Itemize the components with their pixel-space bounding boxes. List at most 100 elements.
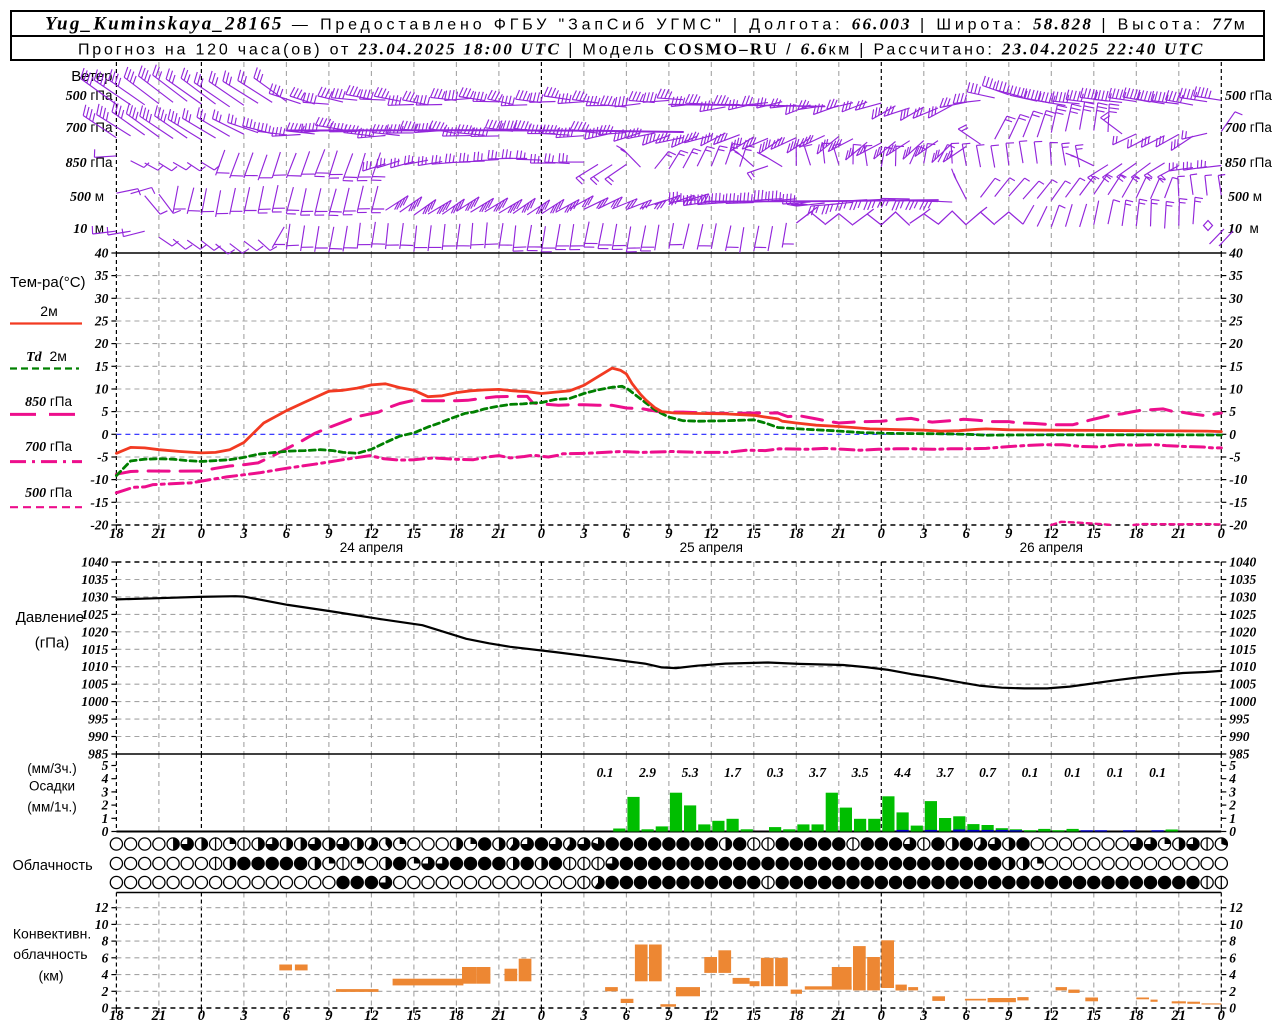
svg-text:9: 9	[1005, 1008, 1012, 1024]
svg-text:4: 4	[1228, 771, 1236, 786]
svg-text:25: 25	[1228, 314, 1243, 329]
svg-text:990: 990	[1229, 729, 1250, 744]
svg-text:3: 3	[579, 1008, 587, 1024]
svg-text:18: 18	[1129, 526, 1144, 542]
svg-text:18: 18	[109, 1008, 124, 1024]
svg-text:990: 990	[88, 729, 109, 744]
svg-text:Td 2м: Td 2м	[26, 348, 67, 365]
svg-text:10: 10	[95, 382, 109, 397]
svg-text:2.9: 2.9	[638, 765, 656, 780]
svg-text:1: 1	[1229, 811, 1236, 826]
svg-text:21: 21	[831, 526, 847, 542]
svg-text:5.3: 5.3	[682, 765, 699, 780]
svg-text:2: 2	[101, 798, 109, 813]
svg-text:1010: 1010	[1229, 659, 1256, 674]
svg-text:0: 0	[878, 526, 885, 542]
svg-text:1030: 1030	[81, 589, 108, 604]
svg-text:3: 3	[919, 526, 927, 542]
svg-text:5: 5	[102, 758, 109, 773]
svg-text:Yug_Kuminskaya_28165 — Предост: Yug_Kuminskaya_28165 — Предоставлено ФГБ…	[45, 14, 1249, 35]
svg-text:0.3: 0.3	[767, 765, 784, 780]
svg-text:Конвективн.: Конвективн.	[13, 926, 91, 942]
svg-text:9: 9	[325, 526, 332, 542]
svg-text:0: 0	[1229, 824, 1236, 839]
svg-text:20: 20	[1228, 336, 1243, 351]
svg-text:15: 15	[1087, 1008, 1102, 1024]
svg-text:500 м: 500 м	[1228, 189, 1262, 205]
svg-text:1020: 1020	[1229, 624, 1256, 639]
svg-text:2: 2	[1228, 984, 1236, 999]
svg-text:6: 6	[963, 526, 971, 542]
svg-text:-20: -20	[90, 518, 108, 533]
svg-text:Ветер: Ветер	[71, 68, 112, 85]
svg-text:10 м: 10 м	[1228, 221, 1259, 237]
svg-text:1035: 1035	[81, 572, 108, 587]
svg-text:18: 18	[789, 1008, 804, 1024]
svg-text:-5: -5	[97, 450, 108, 465]
svg-text:0: 0	[198, 526, 205, 542]
svg-text:1.7: 1.7	[724, 765, 742, 780]
svg-text:15: 15	[747, 1008, 762, 1024]
svg-text:500 гПа: 500 гПа	[1225, 88, 1272, 104]
svg-text:0: 0	[538, 1008, 545, 1024]
svg-text:-20: -20	[1229, 518, 1247, 533]
svg-text:15: 15	[1087, 526, 1102, 542]
svg-text:3: 3	[1228, 784, 1236, 799]
svg-text:985: 985	[1229, 747, 1250, 762]
svg-text:3: 3	[579, 526, 587, 542]
svg-text:3.7: 3.7	[808, 765, 827, 780]
svg-text:1025: 1025	[1229, 607, 1256, 622]
svg-text:-10: -10	[1229, 472, 1247, 487]
svg-text:1015: 1015	[81, 642, 108, 657]
svg-text:(гПа): (гПа)	[35, 635, 70, 652]
svg-text:15: 15	[95, 359, 109, 374]
svg-text:(мм/1ч.): (мм/1ч.)	[27, 799, 77, 814]
svg-text:4: 4	[1228, 967, 1236, 982]
svg-text:0: 0	[1218, 1008, 1225, 1024]
svg-text:Тем-ра(°C): Тем-ра(°C)	[10, 274, 85, 291]
svg-text:-15: -15	[1229, 495, 1247, 510]
svg-text:12: 12	[1044, 1008, 1059, 1024]
svg-text:6: 6	[963, 1008, 971, 1024]
svg-text:6: 6	[102, 950, 109, 965]
svg-text:1000: 1000	[1229, 694, 1256, 709]
svg-text:0: 0	[102, 427, 109, 442]
svg-text:25: 25	[94, 314, 109, 329]
svg-text:3.5: 3.5	[851, 765, 869, 780]
svg-text:1040: 1040	[1229, 555, 1256, 570]
svg-text:21: 21	[831, 1008, 847, 1024]
svg-text:40: 40	[1228, 246, 1243, 261]
svg-text:6: 6	[623, 526, 631, 542]
svg-text:1035: 1035	[1229, 572, 1256, 587]
svg-text:3: 3	[919, 1008, 927, 1024]
svg-text:9: 9	[1005, 526, 1012, 542]
svg-text:(км): (км)	[38, 968, 63, 984]
svg-text:0.7: 0.7	[979, 765, 997, 780]
svg-text:0: 0	[878, 1008, 885, 1024]
svg-text:21: 21	[1171, 1008, 1187, 1024]
svg-text:1025: 1025	[81, 607, 108, 622]
svg-text:12: 12	[1229, 900, 1243, 915]
svg-text:985: 985	[88, 747, 109, 762]
svg-text:12: 12	[95, 900, 109, 915]
svg-text:6: 6	[283, 1008, 291, 1024]
svg-text:1030: 1030	[1229, 589, 1256, 604]
svg-text:10: 10	[95, 917, 109, 932]
svg-text:0: 0	[1218, 526, 1225, 542]
svg-text:21: 21	[151, 526, 167, 542]
svg-text:Давление: Давление	[16, 609, 84, 626]
svg-text:500 гПа: 500 гПа	[25, 485, 72, 501]
svg-text:8: 8	[102, 934, 109, 949]
svg-text:8: 8	[1229, 934, 1236, 949]
svg-text:995: 995	[1229, 712, 1250, 727]
svg-text:3: 3	[239, 526, 247, 542]
svg-text:1000: 1000	[81, 694, 108, 709]
svg-text:12: 12	[704, 1008, 719, 1024]
svg-text:12: 12	[704, 526, 719, 542]
svg-text:700 гПа: 700 гПа	[66, 120, 113, 136]
svg-text:995: 995	[88, 712, 109, 727]
svg-text:5: 5	[102, 404, 109, 419]
svg-text:1010: 1010	[81, 659, 108, 674]
svg-text:1015: 1015	[1229, 642, 1256, 657]
svg-text:4: 4	[101, 771, 109, 786]
